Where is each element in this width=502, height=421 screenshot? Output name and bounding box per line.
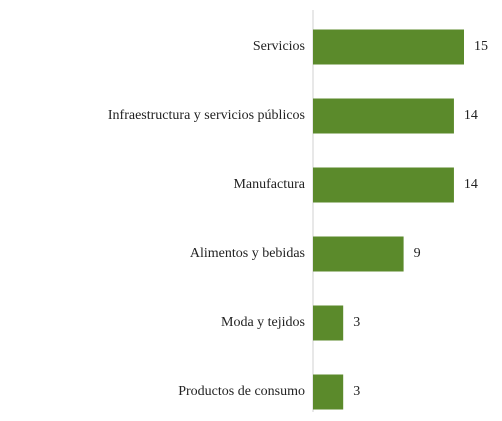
bar: [313, 98, 454, 134]
category-label: Productos de consumo: [178, 384, 305, 399]
bar: [313, 305, 344, 341]
category-label: Infraestructura y servicios públicos: [108, 108, 305, 123]
value-label: 3: [353, 384, 360, 399]
category-label: Alimentos y bebidas: [190, 246, 305, 261]
value-label: 14: [464, 108, 478, 123]
category-label: Moda y tejidos: [221, 315, 305, 330]
bar: [313, 236, 404, 272]
bar: [313, 374, 344, 410]
category-label: Manufactura: [233, 177, 305, 192]
bar: [313, 167, 454, 203]
value-label: 14: [464, 177, 478, 192]
value-label: 3: [353, 315, 360, 330]
category-label: Servicios: [253, 39, 305, 54]
bar: [313, 29, 464, 65]
value-label: 15: [474, 39, 488, 54]
value-label: 9: [414, 246, 421, 261]
